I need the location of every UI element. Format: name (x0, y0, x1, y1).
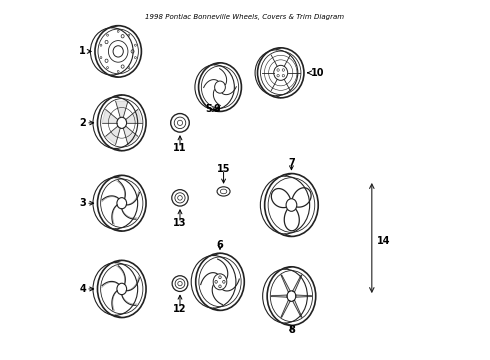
Text: 1998 Pontiac Bonneville Wheels, Covers & Trim Diagram: 1998 Pontiac Bonneville Wheels, Covers &… (146, 14, 344, 20)
Text: 13: 13 (173, 218, 187, 228)
Text: 7: 7 (288, 158, 295, 168)
Text: 2: 2 (79, 118, 86, 128)
Text: 6: 6 (217, 240, 223, 250)
Text: 15: 15 (217, 164, 230, 174)
Text: 12: 12 (173, 303, 187, 314)
Polygon shape (296, 295, 312, 297)
Polygon shape (126, 109, 142, 123)
Polygon shape (123, 126, 138, 145)
Text: 14: 14 (377, 236, 391, 246)
Polygon shape (293, 300, 302, 318)
Polygon shape (281, 300, 290, 318)
Text: 4: 4 (79, 284, 86, 294)
Text: 8: 8 (288, 325, 295, 335)
Text: 9: 9 (213, 104, 220, 113)
Polygon shape (106, 126, 120, 145)
Text: 11: 11 (173, 143, 187, 153)
Text: 3: 3 (79, 198, 86, 208)
Polygon shape (116, 101, 128, 118)
Polygon shape (271, 295, 287, 297)
Text: 1: 1 (79, 46, 86, 57)
Text: 5: 5 (205, 104, 212, 113)
Text: 10: 10 (311, 68, 324, 78)
Polygon shape (102, 109, 118, 123)
Polygon shape (293, 275, 302, 292)
Polygon shape (281, 275, 290, 292)
